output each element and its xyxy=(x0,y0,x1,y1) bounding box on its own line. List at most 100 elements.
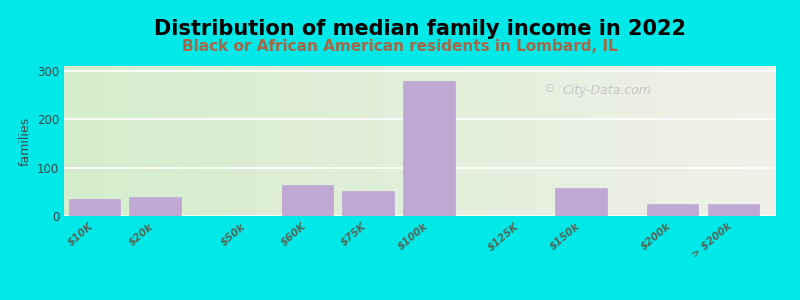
Bar xyxy=(109,66,111,216)
Bar xyxy=(218,66,221,216)
Bar xyxy=(150,66,152,216)
Bar xyxy=(332,66,334,216)
Bar xyxy=(596,66,598,216)
Bar xyxy=(667,66,669,216)
Bar xyxy=(401,66,403,216)
Bar xyxy=(534,66,536,216)
Bar xyxy=(734,66,736,216)
Bar xyxy=(282,66,285,216)
Bar xyxy=(449,66,451,216)
Bar xyxy=(741,66,742,216)
Bar xyxy=(154,66,157,216)
Bar xyxy=(662,66,665,216)
Bar xyxy=(192,66,194,216)
Bar xyxy=(302,66,304,216)
Bar xyxy=(81,66,83,216)
Bar xyxy=(707,66,710,216)
Bar xyxy=(389,66,391,216)
Bar xyxy=(506,66,508,216)
Bar xyxy=(361,66,363,216)
Bar xyxy=(268,66,270,216)
Bar xyxy=(589,66,591,216)
Bar xyxy=(309,66,311,216)
Bar xyxy=(729,66,731,216)
Bar xyxy=(522,66,525,216)
Bar xyxy=(529,66,531,216)
Bar xyxy=(221,66,223,216)
Bar xyxy=(386,66,389,216)
Bar xyxy=(238,66,240,216)
Bar xyxy=(460,66,462,216)
Bar xyxy=(444,66,446,216)
Bar xyxy=(489,66,491,216)
Bar xyxy=(422,66,425,216)
Bar xyxy=(430,66,432,216)
Bar xyxy=(655,66,658,216)
Bar xyxy=(384,66,386,216)
Bar xyxy=(266,66,268,216)
Bar xyxy=(282,184,334,216)
Bar xyxy=(86,66,88,216)
Bar xyxy=(513,66,515,216)
Bar xyxy=(688,66,690,216)
Bar xyxy=(622,66,624,216)
Bar xyxy=(157,66,159,216)
Bar xyxy=(306,66,309,216)
Bar xyxy=(418,66,420,216)
Bar xyxy=(446,66,449,216)
Bar xyxy=(299,66,302,216)
Title: Distribution of median family income in 2022: Distribution of median family income in … xyxy=(154,20,686,39)
Bar xyxy=(470,66,472,216)
Bar xyxy=(550,66,553,216)
Bar xyxy=(275,66,278,216)
Bar xyxy=(543,66,546,216)
Bar xyxy=(358,66,361,216)
Bar xyxy=(555,66,558,216)
Bar xyxy=(477,66,479,216)
Bar xyxy=(754,66,757,216)
Bar xyxy=(650,66,653,216)
Bar xyxy=(380,66,382,216)
Bar xyxy=(427,66,430,216)
Bar xyxy=(354,66,356,216)
Bar xyxy=(742,66,745,216)
Bar xyxy=(641,66,643,216)
Bar xyxy=(135,66,138,216)
Bar xyxy=(636,66,638,216)
Bar xyxy=(152,66,154,216)
Bar xyxy=(366,66,368,216)
Bar xyxy=(541,66,543,216)
Bar xyxy=(64,66,66,216)
Bar xyxy=(325,66,327,216)
Bar xyxy=(339,66,342,216)
Bar xyxy=(425,66,427,216)
Bar xyxy=(254,66,256,216)
Bar xyxy=(548,66,550,216)
Bar xyxy=(294,66,297,216)
Bar xyxy=(370,66,373,216)
Bar xyxy=(486,66,489,216)
Bar xyxy=(762,66,764,216)
Bar xyxy=(451,66,454,216)
Bar xyxy=(700,66,702,216)
Bar xyxy=(757,66,759,216)
Bar xyxy=(104,66,106,216)
Bar xyxy=(462,66,465,216)
Bar xyxy=(187,66,190,216)
Bar xyxy=(546,66,548,216)
Bar xyxy=(240,66,242,216)
Bar xyxy=(607,66,610,216)
Bar xyxy=(598,66,600,216)
Bar xyxy=(311,66,314,216)
Bar xyxy=(285,66,287,216)
Bar xyxy=(439,66,442,216)
Bar xyxy=(410,66,413,216)
Bar xyxy=(415,66,418,216)
Bar xyxy=(726,66,729,216)
Bar xyxy=(683,66,686,216)
Bar xyxy=(722,66,724,216)
Bar xyxy=(211,66,214,216)
Bar xyxy=(619,66,622,216)
Bar xyxy=(121,66,123,216)
Bar xyxy=(432,66,434,216)
